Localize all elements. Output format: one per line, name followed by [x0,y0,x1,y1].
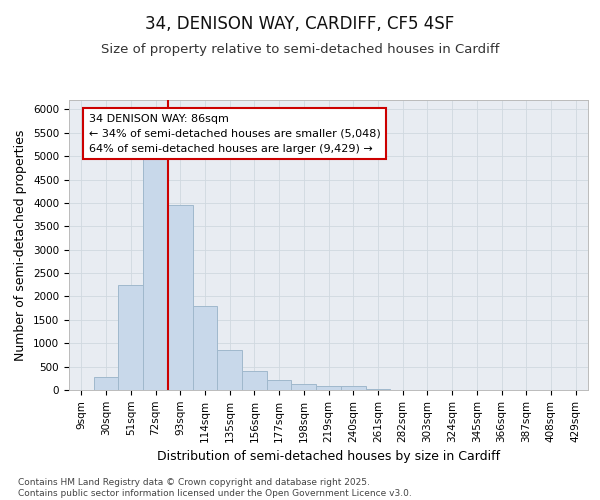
Bar [267,380,292,390]
Bar [118,285,143,390]
Bar [242,372,267,390]
Text: Size of property relative to semi-detached houses in Cardiff: Size of property relative to semi-detach… [101,42,499,56]
Bar [365,388,390,390]
Text: 34, DENISON WAY, CARDIFF, CF5 4SF: 34, DENISON WAY, CARDIFF, CF5 4SF [145,15,455,33]
Bar [292,384,316,390]
Bar [316,386,341,390]
Bar [193,306,217,390]
Bar [341,386,365,390]
Bar [168,205,193,390]
Bar [143,158,168,390]
Bar [217,350,242,390]
Y-axis label: Number of semi-detached properties: Number of semi-detached properties [14,130,28,360]
Bar [94,377,118,390]
Text: 34 DENISON WAY: 86sqm
← 34% of semi-detached houses are smaller (5,048)
64% of s: 34 DENISON WAY: 86sqm ← 34% of semi-deta… [89,114,380,154]
Text: Contains HM Land Registry data © Crown copyright and database right 2025.
Contai: Contains HM Land Registry data © Crown c… [18,478,412,498]
X-axis label: Distribution of semi-detached houses by size in Cardiff: Distribution of semi-detached houses by … [157,450,500,463]
